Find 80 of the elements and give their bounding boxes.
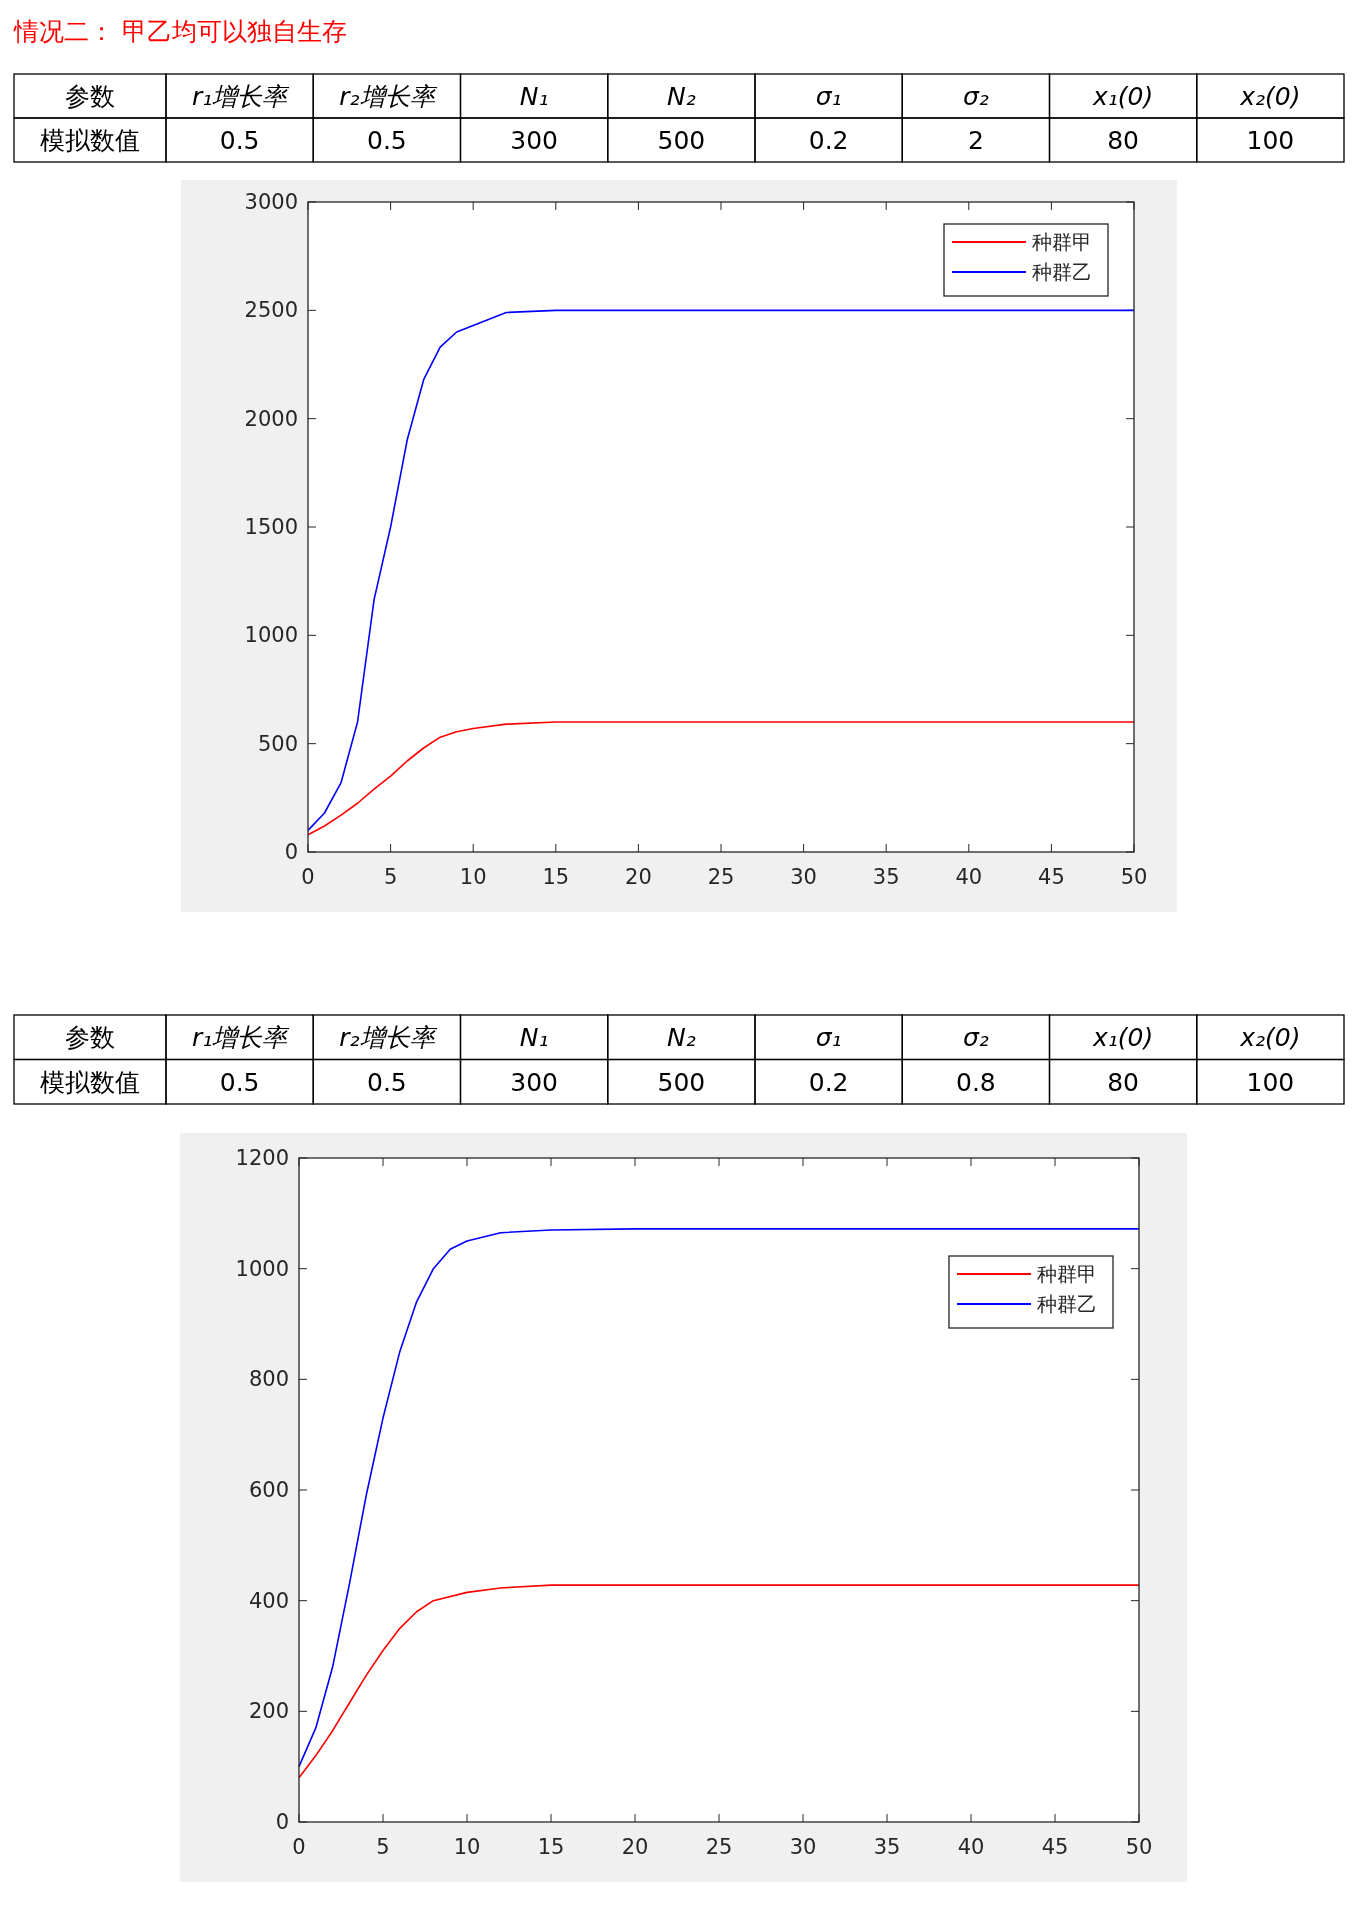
- y-tick-label: 500: [257, 731, 298, 756]
- x-tick-label: 25: [707, 865, 735, 889]
- text: 0.2: [808, 1067, 849, 1097]
- x-tick-label: 5: [383, 865, 398, 889]
- category-label: σ₂: [962, 82, 989, 111]
- legend-label: 种群甲: [1032, 230, 1092, 254]
- text: 300: [510, 126, 558, 155]
- text: 2: [967, 126, 984, 155]
- category-label: N₁: [519, 82, 549, 111]
- line-series: [298, 1584, 1140, 1779]
- x-tick-label: 45: [1038, 865, 1065, 889]
- y-tick-label: 0: [284, 840, 298, 864]
- category-label: 参数: [65, 1023, 115, 1053]
- y-tick-label: 1500: [244, 515, 298, 539]
- category-label: x₂(0): [1239, 1023, 1301, 1053]
- legend-label: 种群乙: [1037, 1292, 1097, 1316]
- text: 300: [510, 1067, 558, 1097]
- y-tick-label: 0: [275, 1810, 289, 1834]
- x-tick-label: 20: [621, 1835, 649, 1859]
- text: 80: [1107, 1067, 1140, 1097]
- text: 模拟数值: [40, 1067, 140, 1097]
- x-tick-label: 30: [790, 865, 817, 889]
- text: 500: [657, 1067, 706, 1097]
- category-label: x₁(0): [1092, 82, 1154, 111]
- category-label: N₂: [667, 82, 696, 111]
- category-label: r₁增长率: [191, 1023, 291, 1053]
- y-tick-label: 2000: [244, 406, 298, 431]
- x-tick-label: 35: [873, 1835, 901, 1859]
- line-series: [307, 309, 1135, 832]
- text: 0.5: [219, 1067, 260, 1097]
- x-tick-label: 15: [542, 865, 570, 889]
- category-label: σ₁: [815, 1023, 842, 1053]
- text: 0.2: [808, 126, 849, 155]
- legend-label: 种群乙: [1032, 260, 1092, 284]
- text: 模拟数值: [40, 126, 140, 155]
- x-tick-label: 30: [789, 1835, 817, 1859]
- text: 100: [1246, 126, 1295, 155]
- x-tick-label: 40: [955, 865, 983, 889]
- y-tick-label: 1200: [235, 1146, 289, 1170]
- category-label: r₂增长率: [339, 82, 438, 111]
- y-tick-label: 3000: [244, 190, 298, 214]
- text: 80: [1107, 126, 1140, 155]
- y-tick-label: 200: [248, 1699, 289, 1724]
- x-tick-label: 40: [957, 1835, 985, 1859]
- text: 0.5: [219, 126, 260, 155]
- category-label: σ₂: [962, 1023, 989, 1053]
- y-tick-label: 1000: [244, 623, 298, 648]
- line-series: [298, 1228, 1140, 1768]
- x-tick-label: 50: [1125, 1835, 1153, 1859]
- category-label: 参数: [65, 82, 115, 111]
- x-tick-label: 0: [301, 865, 315, 889]
- x-tick-label: 10: [453, 1835, 481, 1859]
- category-label: x₂(0): [1239, 82, 1301, 111]
- x-tick-label: 50: [1120, 865, 1148, 889]
- x-tick-label: 10: [459, 865, 487, 889]
- category-label: x₁(0): [1092, 1023, 1154, 1053]
- y-tick-label: 800: [248, 1367, 289, 1392]
- category-label: N₂: [667, 1023, 696, 1053]
- y-tick-label: 400: [248, 1588, 289, 1613]
- category-label: r₁增长率: [191, 82, 291, 111]
- y-tick-label: 2500: [244, 298, 298, 323]
- y-tick-label: 1000: [235, 1256, 289, 1281]
- text: 0.5: [366, 1067, 407, 1097]
- text: 100: [1246, 1067, 1295, 1097]
- category-label: r₂增长率: [339, 1023, 438, 1053]
- text: 0.8: [955, 1067, 996, 1097]
- text: 500: [657, 126, 706, 155]
- x-tick-label: 5: [376, 1835, 390, 1859]
- text: 情况二： 甲乙均可以独自生存: [13, 17, 347, 46]
- x-tick-label: 25: [705, 1835, 733, 1859]
- category-label: N₁: [519, 1023, 549, 1053]
- legend-label: 种群甲: [1037, 1262, 1097, 1286]
- x-tick-label: 45: [1041, 1835, 1069, 1859]
- line-series: [307, 721, 1135, 836]
- x-tick-label: 15: [537, 1835, 565, 1859]
- text: 0.5: [366, 126, 407, 155]
- x-tick-label: 20: [625, 865, 652, 889]
- x-tick-label: 35: [872, 865, 900, 889]
- y-tick-label: 600: [248, 1478, 289, 1502]
- category-label: σ₁: [815, 82, 842, 111]
